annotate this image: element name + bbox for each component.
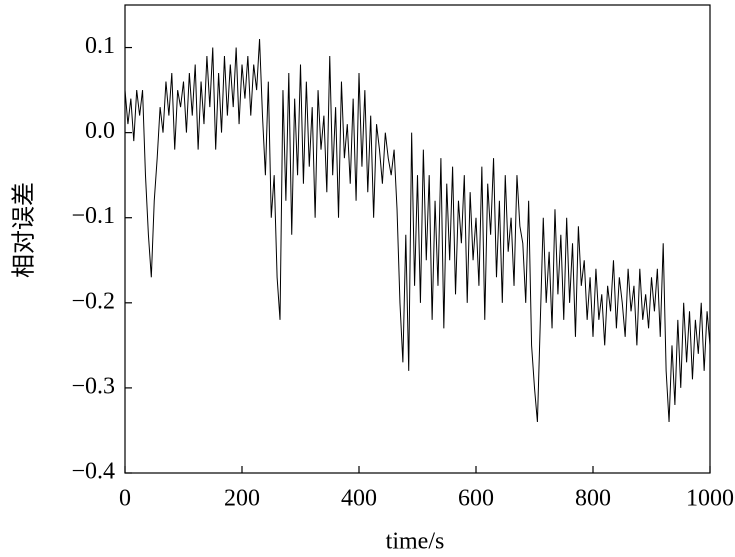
data-line: [124, 39, 711, 422]
y-tick-label: −0.3: [71, 373, 115, 399]
y-tick-label: 0.0: [85, 118, 115, 144]
y-tick-label: −0.4: [71, 459, 115, 485]
x-tick-label: 0: [119, 486, 131, 512]
x-tick-label: 200: [224, 486, 260, 512]
y-tick-label: −0.2: [71, 288, 115, 314]
y-tick-label: −0.1: [71, 203, 115, 229]
x-axis-label: time/s: [386, 529, 445, 555]
x-tick-label: 600: [458, 486, 494, 512]
plot-frame: [124, 4, 711, 474]
y-tick-label: 0.1: [85, 33, 115, 59]
y-axis-label: 相对误差: [11, 182, 38, 278]
x-tick-label: 400: [341, 486, 377, 512]
x-tick-label: 1000: [686, 486, 734, 512]
x-tick-label: 800: [575, 486, 611, 512]
